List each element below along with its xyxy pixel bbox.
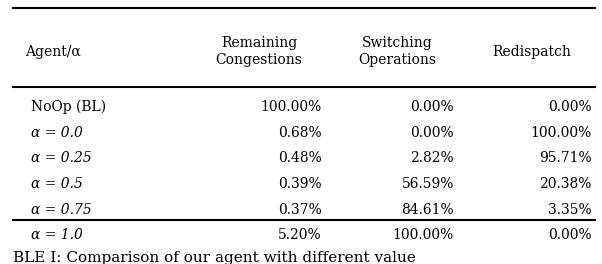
Text: 0.00%: 0.00%	[410, 100, 454, 114]
Text: Agent/α: Agent/α	[25, 45, 81, 59]
Text: NoOp (BL): NoOp (BL)	[31, 100, 107, 114]
Text: 0.00%: 0.00%	[548, 100, 592, 114]
Text: 5.20%: 5.20%	[278, 228, 322, 242]
Text: α = 1.0: α = 1.0	[31, 228, 83, 242]
Text: 0.48%: 0.48%	[278, 152, 322, 166]
Text: 0.68%: 0.68%	[278, 126, 322, 140]
Text: Remaining
Congestions: Remaining Congestions	[216, 36, 302, 67]
Text: 0.39%: 0.39%	[278, 177, 322, 191]
Text: α = 0.25: α = 0.25	[31, 152, 92, 166]
Text: 20.38%: 20.38%	[539, 177, 592, 191]
Text: 95.71%: 95.71%	[539, 152, 592, 166]
Text: 100.00%: 100.00%	[261, 100, 322, 114]
Text: α = 0.75: α = 0.75	[31, 203, 92, 217]
Text: 0.00%: 0.00%	[548, 228, 592, 242]
Text: 100.00%: 100.00%	[393, 228, 454, 242]
Text: α = 0.5: α = 0.5	[31, 177, 83, 191]
Text: 0.37%: 0.37%	[278, 203, 322, 217]
Text: α = 0.0: α = 0.0	[31, 126, 83, 140]
Text: Redispatch: Redispatch	[492, 45, 571, 59]
Text: Switching
Operations: Switching Operations	[358, 36, 436, 67]
Text: 2.82%: 2.82%	[410, 152, 454, 166]
Text: 100.00%: 100.00%	[530, 126, 592, 140]
Text: BLE I: Comparison of our agent with different value: BLE I: Comparison of our agent with diff…	[13, 251, 416, 264]
Text: 3.35%: 3.35%	[548, 203, 592, 217]
Text: 56.59%: 56.59%	[402, 177, 454, 191]
Text: 0.00%: 0.00%	[410, 126, 454, 140]
Text: 84.61%: 84.61%	[401, 203, 454, 217]
